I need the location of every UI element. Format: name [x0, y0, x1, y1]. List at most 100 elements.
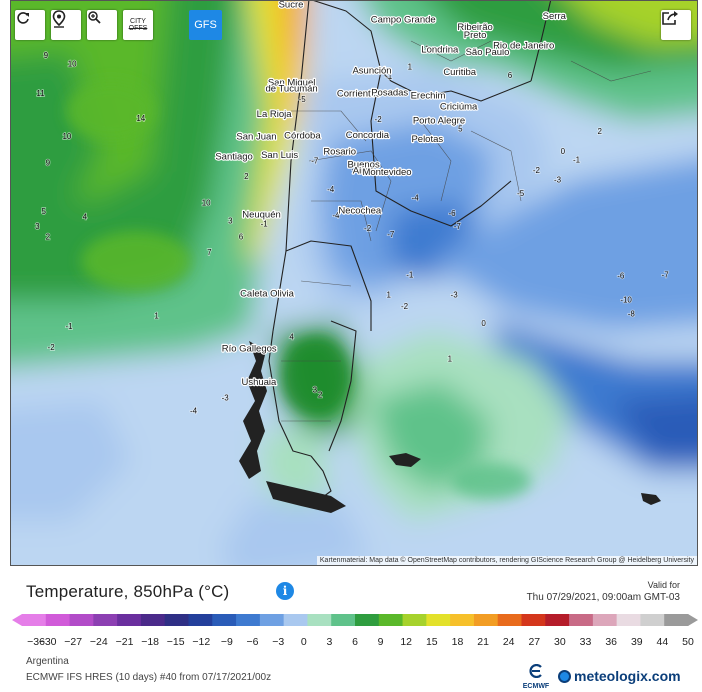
isotherm-label: 5 — [458, 125, 463, 134]
color-scale: −36−30 −27 −24 −21 −18 −15 −12 −9 −6 −3 0 3 6 9 12 15 18… — [12, 614, 698, 648]
isotherm-label: 5 — [41, 207, 46, 216]
isotherm-label: -4 — [332, 211, 340, 220]
isotherm-label: -7 — [311, 156, 319, 165]
city-label: São Paulo — [466, 47, 510, 58]
city-label: San Luis — [261, 150, 298, 161]
isotherm-label: -1 — [406, 270, 414, 279]
color-scale-tick: 12 — [400, 636, 412, 648]
temperature-detail-field — [66, 81, 531, 499]
city-label: Aires — [353, 165, 375, 176]
color-scale-swatch — [117, 614, 142, 626]
city-label: Santiago — [215, 152, 253, 163]
scale-arrow-left — [12, 614, 22, 626]
city-label: Pelotas — [411, 134, 443, 145]
city-label: Asunción — [352, 66, 391, 77]
info-icon[interactable]: i — [276, 582, 294, 600]
color-scale-swatch — [378, 614, 403, 626]
city-label: de Tucumán — [265, 84, 317, 95]
city-label: Criciúma — [440, 101, 478, 112]
color-scale-tick: 15 — [426, 636, 438, 648]
color-scale-tick: 21 — [477, 636, 489, 648]
color-scale-swatch — [497, 614, 522, 626]
isotherm-label: 14 — [136, 114, 145, 123]
isotherm-label: -2 — [364, 224, 372, 233]
color-scale-tick: 36 — [605, 636, 617, 648]
color-scale-tick: 0 — [301, 636, 307, 648]
color-scale-swatch — [259, 614, 285, 626]
isotherm-label: -3 — [554, 175, 562, 184]
color-scale-tick: −15 — [167, 636, 185, 648]
isotherm-label: -4 — [412, 193, 420, 202]
refresh-button[interactable] — [15, 10, 45, 40]
zoom-in-button[interactable] — [87, 10, 117, 40]
color-scale-swatch — [45, 614, 70, 626]
scale-arrow-right — [688, 614, 698, 626]
isotherm-label: 6 — [239, 232, 244, 241]
model-switch-button[interactable]: GFS — [189, 10, 222, 40]
city-label: Porto Alegre — [413, 116, 465, 127]
isotherm-label: -2 — [533, 166, 541, 175]
color-scale-swatch — [93, 614, 118, 626]
isotherm-label: -8 — [628, 309, 636, 318]
isotherm-label: -2 — [375, 115, 383, 124]
color-scale-tick: 6 — [352, 636, 358, 648]
color-scale-swatch — [521, 614, 546, 626]
city-toggle-state: OFFS — [128, 25, 148, 32]
isotherm-label: 4 — [83, 212, 88, 221]
isotherm-label: 0 — [561, 147, 566, 156]
color-scale-tick: −3 — [272, 636, 284, 648]
isotherm-label: -6 — [617, 271, 625, 280]
refresh-icon — [17, 12, 29, 24]
color-scale-ticks: −36−30 −27 −24 −21 −18 −15 −12 −9 −6 −3 0 3 6 9 12 15 18… — [27, 636, 694, 648]
city-label: Londrina — [421, 45, 459, 56]
city-label: La Rioja — [257, 109, 293, 120]
ecmwf-logo-icon — [529, 663, 542, 679]
isotherm-label: 10 — [202, 199, 211, 208]
city-label: Erechim — [411, 90, 446, 101]
meteologix-logo[interactable]: meteologix.com — [558, 668, 681, 684]
location-button[interactable] — [51, 10, 81, 40]
isotherm-label: 2 — [46, 232, 51, 241]
color-scale-tick: −21 — [116, 636, 134, 648]
isotherm-label: -1 — [422, 45, 430, 54]
color-scale-swatch — [640, 614, 665, 626]
city-label: Neuquén — [242, 210, 281, 221]
color-scale-tick: 3 — [326, 636, 332, 648]
isotherm-label: -6 — [448, 209, 456, 218]
share-button[interactable] — [661, 10, 691, 40]
color-scale-swatch — [592, 614, 618, 626]
ecmwf-logo[interactable]: ECMWF — [520, 663, 552, 690]
share-icon — [662, 11, 678, 25]
color-scale-swatch — [664, 614, 689, 626]
isotherm-label: 1 — [386, 290, 391, 299]
isotherm-label: -7 — [454, 222, 462, 231]
city-label: Sucre — [279, 1, 304, 11]
color-scale-swatch — [69, 614, 94, 626]
isotherm-label: -4 — [327, 185, 335, 194]
meteologix-logo-icon — [558, 669, 571, 683]
isotherm-label: -1 — [261, 220, 269, 229]
isotherm-label: -2 — [48, 343, 56, 352]
color-scale-swatch — [164, 614, 189, 626]
color-scale-swatch — [426, 614, 451, 626]
color-scale-tick: −30 — [39, 636, 57, 648]
color-scale-swatch — [236, 614, 261, 626]
forecast-map[interactable]: 9 10 11 14 10 9 5 4 3 2 10 7 -1 -2 1 -4 -3 2 3 -1 6 4 3 2 -7 -4 -5… — [10, 0, 698, 566]
isotherm-label: 11 — [36, 89, 45, 98]
color-scale-swatch — [140, 614, 166, 626]
city-toggle-button[interactable]: CITY OFFS — [123, 10, 153, 40]
color-scale-tick: −18 — [141, 636, 159, 648]
city-toggle-label: CITY — [130, 18, 146, 25]
valid-for-label: Valid for — [647, 580, 680, 590]
isotherm-label: -7 — [662, 270, 670, 279]
color-scale-swatch — [450, 614, 475, 626]
city-label: San Juan — [236, 132, 276, 143]
color-scale-swatch — [473, 614, 499, 626]
color-scale-swatch — [307, 614, 332, 626]
map-attribution: Kartenmaterial: Map data © OpenStreetMap… — [316, 556, 697, 565]
color-scale-tick: 33 — [580, 636, 592, 648]
region-label: Argentina — [26, 656, 69, 667]
isotherm-label: 3 — [35, 222, 40, 231]
